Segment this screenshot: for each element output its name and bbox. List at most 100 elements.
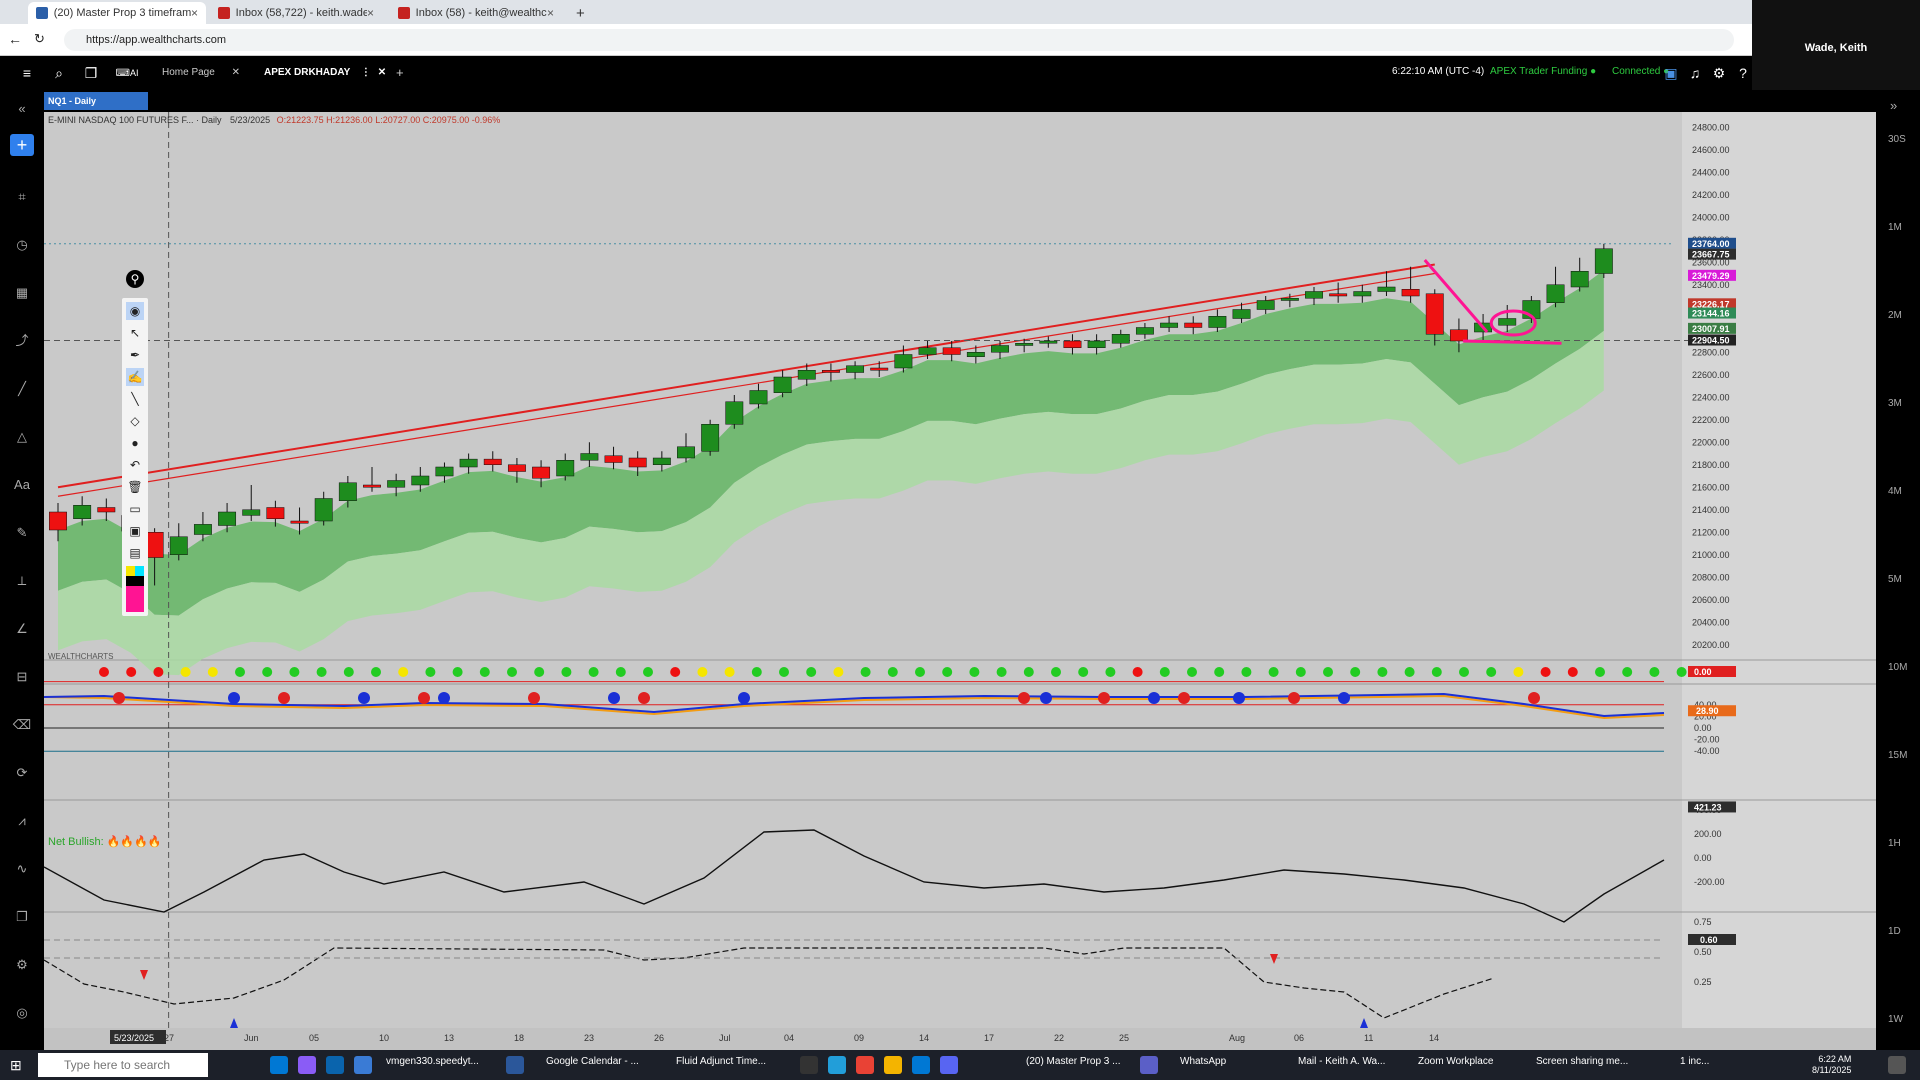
close-tab-icon[interactable]: × (546, 6, 554, 20)
text-tool-icon[interactable]: Aa (14, 477, 30, 492)
expand-right-icon[interactable]: » (1890, 98, 1898, 113)
help-circle-icon[interactable]: ◎ (16, 1005, 28, 1020)
taskbar-mail[interactable]: Mail - Keith A. Wa... (1298, 1056, 1386, 1067)
chart-type-icon[interactable]: ⌗ (18, 189, 26, 204)
timeframe-4m[interactable]: 4M (1888, 486, 1902, 497)
layers-icon[interactable]: ❐ (84, 65, 98, 81)
windows-start-icon[interactable]: ⊞ (10, 1057, 22, 1073)
collapse-left-icon[interactable]: « (18, 101, 26, 116)
close-icon[interactable]: ✕ (231, 67, 240, 78)
telegram-icon[interactable] (828, 1056, 846, 1074)
timeframe-5m[interactable]: 5M (1888, 574, 1902, 585)
taskbar-zoom[interactable]: Zoom Workplace (1418, 1056, 1494, 1067)
new-tab-button[interactable]: + (576, 4, 585, 22)
taskbar-screen-sharing[interactable]: Screen sharing me... (1536, 1056, 1629, 1067)
ai-button[interactable]: ⌨AI (115, 68, 139, 79)
gear-icon[interactable]: ⚙ (1712, 65, 1726, 81)
camera-icon[interactable]: ▣ (129, 524, 141, 538)
symbol-badge[interactable]: NQ1 - Daily (44, 92, 148, 110)
trend-icon[interactable]: ⤴ (15, 333, 29, 348)
taskview-icon[interactable] (270, 1056, 288, 1074)
taskbar-google-calendar[interactable]: Google Calendar - ... (546, 1056, 639, 1067)
add-button[interactable]: + (10, 134, 34, 156)
timeframe-30s[interactable]: 30S (1888, 134, 1906, 145)
back-arrow-icon[interactable]: ← (8, 31, 22, 47)
outlook-2-icon[interactable] (912, 1056, 930, 1074)
browser-tab-wealthcharts[interactable]: (20) Master Prop 3 timeframes - ’ × (28, 2, 206, 24)
clock-icon[interactable]: ◷ (16, 237, 28, 252)
taskbar-search-input[interactable] (38, 1053, 208, 1077)
reload-icon[interactable]: ↻ (34, 31, 45, 46)
cursor-icon[interactable]: ↖ (129, 326, 141, 340)
word-icon[interactable] (506, 1056, 524, 1074)
browser-tab-gmail-2[interactable]: Inbox (58) - keith@wealthcharts.c × (390, 2, 562, 24)
timeframe-15m[interactable]: 15M (1888, 750, 1908, 761)
copy-icon[interactable]: ❐ (16, 909, 28, 924)
graph-icon[interactable]: ∿ (16, 861, 28, 876)
timeframe-3m[interactable]: 3M (1888, 398, 1902, 409)
teams-icon[interactable] (1140, 1056, 1158, 1074)
close-tab-icon[interactable]: × (366, 6, 374, 20)
browser-tab-gmail-1[interactable]: Inbox (58,722) - keith.wade.dba@ × (210, 2, 382, 24)
menu-icon[interactable]: ≡ (22, 65, 32, 81)
clipboard-icon[interactable]: ▤ (129, 546, 141, 560)
timeframe-1d[interactable]: 1D (1888, 926, 1901, 937)
indicators-icon[interactable]: ⊟ (16, 669, 28, 684)
angle-icon[interactable]: ∠ (16, 621, 28, 636)
pen-tool-icon[interactable]: ✒ (129, 348, 141, 362)
save-icon[interactable]: ▣ (1664, 65, 1678, 81)
trash-icon[interactable]: 🗑 (127, 480, 143, 494)
search-icon[interactable]: ⌕ (55, 65, 63, 81)
timeframe-10m[interactable]: 10M (1888, 662, 1908, 673)
taskbar-vmgen[interactable]: vmgen330.speedyt... (386, 1056, 479, 1067)
eye-icon[interactable]: ◉ (126, 302, 144, 320)
taskbar-whatsapp[interactable]: WhatsApp (1180, 1056, 1227, 1067)
settings-icon[interactable]: ⚙ (16, 957, 28, 972)
calendar-icon[interactable]: ▦ (15, 285, 29, 300)
dot-icon[interactable]: ● (131, 436, 139, 450)
color-black-swatch[interactable] (126, 576, 144, 586)
color-cyan-swatch[interactable] (135, 566, 144, 576)
taskbar-other[interactable]: 1 inc... (1680, 1056, 1710, 1067)
close-icon[interactable]: ✕ (377, 67, 387, 78)
pencil-icon[interactable]: ✎ (16, 525, 28, 540)
notification-icon[interactable] (1888, 1056, 1906, 1074)
shapes-icon[interactable]: △ (17, 429, 27, 444)
taskbar-master-prop[interactable]: (20) Master Prop 3 ... (1026, 1056, 1121, 1067)
timeframe-1m[interactable]: 1M (1888, 222, 1902, 233)
color-pink-swatch[interactable] (126, 586, 144, 612)
help-icon[interactable]: ? (1739, 65, 1747, 81)
line-icon[interactable]: ╲ (131, 392, 139, 406)
app-icon[interactable] (800, 1056, 818, 1074)
timeframe-1h[interactable]: 1H (1888, 838, 1901, 849)
copilot-icon[interactable] (298, 1056, 316, 1074)
taskbar-fluid-adjunct[interactable]: Fluid Adjunct Time... (676, 1056, 767, 1067)
outlook-icon[interactable] (326, 1056, 344, 1074)
eraser-tool-icon[interactable]: ◇ (130, 414, 140, 428)
add-tab-button[interactable]: + (396, 65, 404, 80)
highlighter-icon[interactable]: ✍ (126, 368, 144, 386)
url-input[interactable] (64, 29, 1734, 51)
undo-icon[interactable]: ↶ (129, 458, 141, 472)
ruler-icon[interactable]: ⟂ (17, 573, 27, 588)
line-tool-icon[interactable]: ╱ (18, 381, 26, 396)
pin-icon[interactable]: ⚲ (126, 270, 144, 288)
tab-apex-drkhaday[interactable]: APEX DRKHADAY ⋮ ✕ (264, 64, 386, 82)
more-icon[interactable]: ⋮ (360, 67, 371, 78)
eraser-icon[interactable]: ⌫ (12, 717, 32, 732)
discord-icon[interactable] (940, 1056, 958, 1074)
bell-icon[interactable]: ♫ (1689, 65, 1701, 81)
tab-home-page[interactable]: Home Page ✕ (162, 64, 240, 82)
timeframe-1w[interactable]: 1W (1888, 1014, 1903, 1025)
visual-studio-icon[interactable] (354, 1056, 372, 1074)
chrome-icon[interactable] (856, 1056, 874, 1074)
chart-canvas[interactable]: 24800.00 24600.00 24400.00 24200.00 24000.00… (44, 112, 1876, 1050)
timeframe-2m[interactable]: 2M (1888, 310, 1902, 321)
sync-icon[interactable]: ⟳ (16, 765, 28, 780)
account-name[interactable]: APEX Trader Funding ● (1490, 66, 1596, 77)
color-yellow-swatch[interactable] (126, 566, 135, 576)
file-explorer-icon[interactable] (884, 1056, 902, 1074)
analytics-icon[interactable]: ⩘ (18, 813, 26, 828)
close-tab-icon[interactable]: × (190, 6, 198, 20)
monitor-icon[interactable]: ▭ (129, 502, 141, 516)
